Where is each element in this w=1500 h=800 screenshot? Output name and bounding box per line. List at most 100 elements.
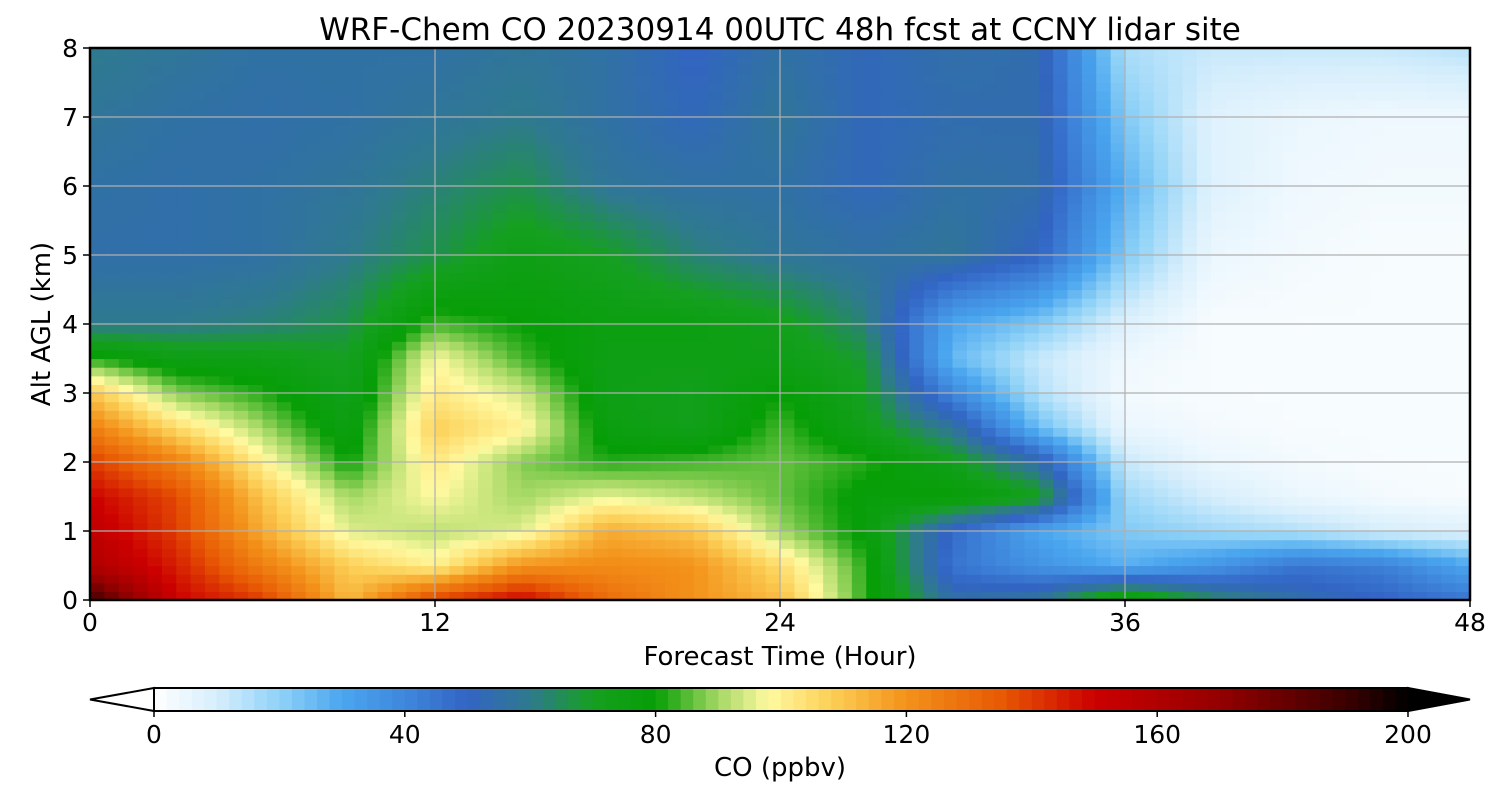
heatmap-cell xyxy=(895,315,910,325)
heatmap-cell xyxy=(607,393,623,403)
heatmap-cell xyxy=(1225,410,1241,420)
heatmap-cell xyxy=(851,375,867,385)
heatmap-cell xyxy=(607,186,623,196)
heatmap-cell xyxy=(823,358,839,368)
heatmap-cell xyxy=(1340,229,1356,239)
heatmap-cell xyxy=(90,151,105,161)
heatmap-cell xyxy=(837,436,853,446)
heatmap-cell xyxy=(1110,211,1126,222)
heatmap-cell xyxy=(1196,211,1212,222)
heatmap-cell xyxy=(923,410,939,420)
heatmap-cell xyxy=(909,306,925,316)
heatmap-cell xyxy=(406,289,422,299)
heatmap-cell xyxy=(161,401,177,411)
heatmap-cell xyxy=(1225,565,1241,575)
heatmap-cell xyxy=(938,177,954,187)
heatmap-cell xyxy=(435,496,450,506)
heatmap-cell xyxy=(1412,591,1428,601)
heatmap-cell xyxy=(1067,280,1083,291)
heatmap-cell xyxy=(133,203,149,213)
heatmap-cell xyxy=(866,513,882,523)
heatmap-cell xyxy=(1297,289,1313,299)
heatmap-cell xyxy=(1240,539,1255,549)
heatmap-cell xyxy=(966,203,982,213)
heatmap-cell xyxy=(377,556,393,567)
heatmap-cell xyxy=(1297,220,1313,230)
heatmap-cell xyxy=(895,289,910,299)
heatmap-cell xyxy=(880,263,896,273)
heatmap-cell xyxy=(1125,341,1140,351)
heatmap-cell xyxy=(952,280,968,291)
heatmap-cell xyxy=(1254,574,1270,584)
heatmap-cell xyxy=(751,453,767,463)
heatmap-cell xyxy=(1038,349,1054,360)
heatmap-cell xyxy=(1053,556,1069,567)
heatmap-cell xyxy=(1168,168,1184,178)
heatmap-cell xyxy=(1441,246,1457,256)
heatmap-cell xyxy=(305,211,321,222)
heatmap-cell xyxy=(147,444,163,454)
heatmap-cell xyxy=(1196,427,1212,437)
heatmap-cell xyxy=(1369,522,1385,532)
heatmap-cell xyxy=(966,565,982,575)
heatmap-cell xyxy=(679,479,695,489)
heatmap-cell xyxy=(564,289,580,299)
heatmap-cell xyxy=(564,255,580,265)
heatmap-cell xyxy=(636,393,652,403)
heatmap-cell xyxy=(995,565,1011,575)
heatmap-cell xyxy=(391,160,407,170)
heatmap-cell xyxy=(808,591,824,601)
heatmap-cell xyxy=(578,436,594,446)
heatmap-cell xyxy=(1096,565,1112,575)
heatmap-cell xyxy=(435,203,450,213)
heatmap-cell xyxy=(406,487,422,498)
heatmap-cell xyxy=(736,220,752,230)
heatmap-cell xyxy=(1426,263,1442,273)
heatmap-cell xyxy=(1225,556,1241,567)
heatmap-cell xyxy=(765,177,781,187)
heatmap-cell xyxy=(837,565,853,575)
heatmap-cell xyxy=(420,272,436,282)
heatmap-cell xyxy=(233,298,249,308)
heatmap-cell xyxy=(1426,470,1442,480)
heatmap-cell xyxy=(1340,531,1356,541)
heatmap-cell xyxy=(679,151,695,161)
heatmap-cell xyxy=(1125,574,1140,584)
heatmap-cell xyxy=(147,375,163,385)
heatmap-cell xyxy=(1125,246,1140,256)
heatmap-cell xyxy=(765,393,781,403)
heatmap-cell xyxy=(535,289,551,299)
heatmap-cell xyxy=(564,453,580,463)
heatmap-cell xyxy=(880,280,896,291)
heatmap-cell xyxy=(708,487,724,498)
heatmap-cell xyxy=(1441,410,1457,420)
heatmap-cell xyxy=(1168,565,1184,575)
heatmap-cell xyxy=(276,306,292,316)
heatmap-cell xyxy=(1297,246,1313,256)
heatmap-cell xyxy=(593,255,609,265)
heatmap-cell xyxy=(1139,556,1155,567)
heatmap-cell xyxy=(291,186,307,196)
heatmap-cell xyxy=(650,203,666,213)
heatmap-cell xyxy=(851,358,867,368)
heatmap-cell xyxy=(1283,324,1299,334)
heatmap-cell xyxy=(1441,186,1457,196)
heatmap-cell xyxy=(1297,211,1313,222)
heatmap-cell xyxy=(1038,194,1054,204)
heatmap-cell xyxy=(161,160,177,170)
heatmap-cell xyxy=(550,246,565,256)
heatmap-cell xyxy=(478,582,494,592)
heatmap-cell xyxy=(334,358,350,368)
heatmap-cell xyxy=(233,289,249,299)
heatmap-cell xyxy=(578,332,594,342)
heatmap-cell xyxy=(765,203,781,213)
heatmap-cell xyxy=(1355,211,1370,222)
heatmap-cell xyxy=(1024,358,1040,368)
heatmap-cell xyxy=(1211,306,1227,316)
heatmap-cell xyxy=(1254,246,1270,256)
heatmap-cell xyxy=(808,186,824,196)
heatmap-cell xyxy=(1168,272,1184,282)
heatmap-cell xyxy=(564,375,580,385)
heatmap-cell xyxy=(1441,255,1457,265)
heatmap-cell xyxy=(478,349,494,360)
